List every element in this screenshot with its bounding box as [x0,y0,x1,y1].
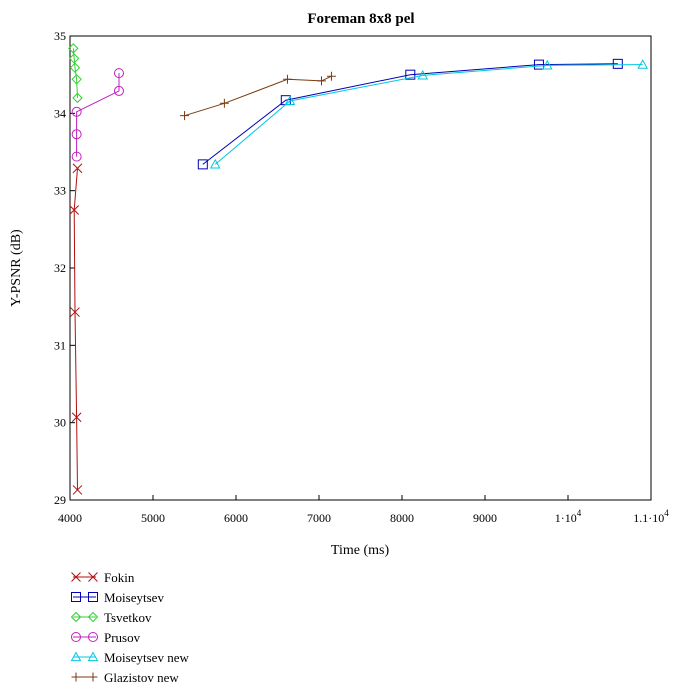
data-point [180,111,190,121]
x-tick-label: 4000 [58,511,82,525]
y-axis: 29 30 31 32 33 34 35 [54,29,75,507]
series-glazistov-new [180,71,336,121]
legend-item-moiseytsev-new: Moiseytsev new [70,650,189,665]
data-point [68,43,79,54]
legend-marker [88,592,98,602]
legend: Fokin Moiseytsev Tsvetkov Prusov Moiseytsev … [70,570,189,685]
legend-label: Prusov [104,630,141,645]
data-point [284,95,296,106]
series-fokin [69,163,83,495]
y-tick-label: 30 [54,416,66,430]
legend-marker [88,572,98,582]
series-tsvetkov [68,43,83,104]
data-point [69,205,80,215]
x-tick-label: 6000 [224,511,248,525]
legend-marker [71,592,81,602]
data-point [197,159,208,170]
data-point [71,412,82,423]
y-tick-label: 31 [54,338,66,352]
x-tick-label: 1.1·104 [633,508,669,525]
legend-marker [71,672,81,682]
data-point [113,85,124,96]
series-moiseytsev [197,58,623,170]
legend-label: Moiseytsev [104,590,164,605]
x-tick-label: 9000 [473,511,497,525]
legend-item-fokin: Fokin [71,570,135,585]
legend-marker [70,651,82,662]
series-prusov [71,68,124,162]
y-tick-label: 29 [54,493,66,507]
series-line [202,63,618,165]
data-point [637,59,649,69]
data-point [70,307,80,317]
x-tick-label: 1·104 [555,508,582,525]
legend-label: Tsvetkov [104,610,152,625]
data-point [72,163,83,174]
x-tick-label: 7000 [307,511,331,525]
x-tick-label: 8000 [390,511,414,525]
y-tick-label: 34 [54,106,66,120]
data-point [72,92,83,104]
y-tick-label: 33 [54,184,66,198]
data-point [612,58,623,69]
legend-label: Glazistov new [104,670,179,685]
legend-marker [70,611,82,623]
legend-label: Fokin [104,570,135,585]
x-tick-label: 5000 [141,511,165,525]
data-point [326,71,336,81]
series-line [72,48,78,98]
data-point [417,69,429,80]
data-point [71,129,82,140]
legend-item-glazistov-new: Glazistov new [71,670,179,685]
series-line [76,73,120,157]
legend-marker [88,672,98,682]
series-line [73,168,78,490]
data-point [69,62,81,73]
legend-item-prusov: Prusov [71,630,141,645]
series-line [184,75,332,117]
x-axis-label: Time (ms) [331,543,390,558]
legend-item-moiseytsev: Moiseytsev [71,590,164,605]
data-point [71,151,82,162]
series-layer [68,43,649,495]
legend-item-tsvetkov: Tsvetkov [70,610,152,625]
data-point [405,69,416,80]
y-tick-label: 35 [54,29,66,43]
legend-label: Moiseytsev new [104,650,189,665]
y-tick-label: 32 [54,261,66,275]
data-point [541,59,553,70]
data-point [219,98,229,108]
series-moiseytsev-new [209,59,649,169]
legend-marker [87,651,99,662]
x-axis: 4000 5000 6000 7000 8000 9000 1·104 1.1·104 [58,495,669,525]
data-point [316,76,326,86]
legend-marker [71,632,81,642]
data-point [68,53,80,64]
legend-marker [87,611,99,623]
series-line [214,64,643,165]
data-point [209,158,221,169]
plot-area [69,35,652,501]
data-point [282,74,292,84]
legend-marker [88,632,98,642]
data-point [71,74,82,85]
y-axis-label: Y-PSNR (dB) [9,229,24,307]
data-point [71,106,82,117]
legend-marker [71,572,81,582]
data-point [113,68,124,79]
chart-title: Foreman 8x8 pel [307,11,414,27]
data-point [72,485,83,495]
data-point [533,59,544,70]
